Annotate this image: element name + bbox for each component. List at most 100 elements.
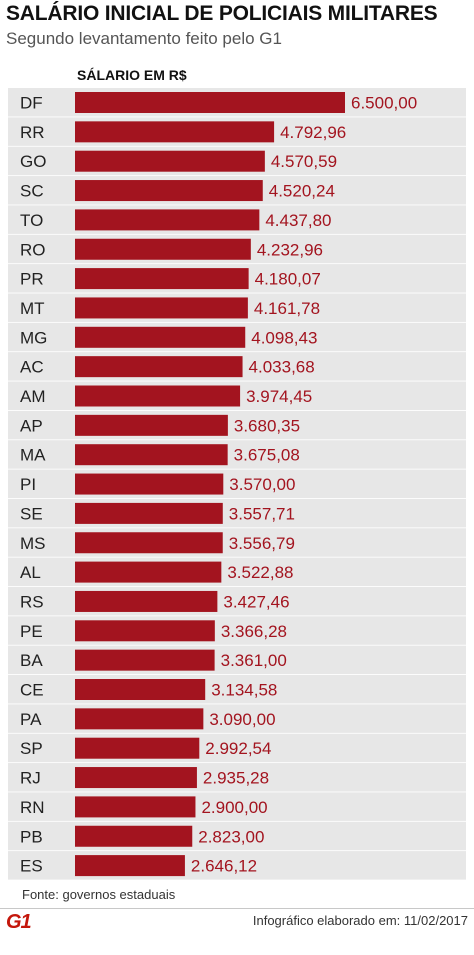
value-label: 4.098,43 [251, 328, 317, 347]
bar [75, 532, 223, 554]
category-label: PE [20, 622, 43, 641]
bar [75, 796, 196, 818]
category-label: TO [20, 211, 43, 230]
row-separator [8, 674, 466, 676]
row-separator [8, 380, 466, 382]
bar [75, 414, 228, 436]
row-separator [8, 175, 466, 177]
row-separator [8, 116, 466, 118]
category-label: MG [20, 328, 47, 347]
bar [75, 649, 215, 671]
bar [75, 502, 223, 524]
category-label: SP [20, 739, 43, 758]
value-label: 3.556,79 [229, 534, 295, 553]
value-label: 3.361,00 [221, 651, 287, 670]
value-label: 3.090,00 [209, 710, 275, 729]
source-note: Fonte: governos estaduais [22, 887, 176, 902]
chart-title: SALÁRIO INICIAL DE POLICIAIS MILITARES [6, 2, 438, 25]
bar [75, 737, 200, 759]
category-label: ES [20, 857, 43, 876]
value-label: 2.935,28 [203, 769, 269, 788]
value-label: 4.437,80 [265, 211, 331, 230]
bar [75, 297, 248, 319]
row-separator [8, 292, 466, 294]
row-separator [8, 615, 466, 617]
category-label: MT [20, 299, 45, 318]
bar [75, 679, 206, 700]
value-label: 4.161,78 [254, 299, 320, 318]
value-label: 3.557,71 [229, 504, 295, 523]
bar [75, 209, 260, 231]
value-label: 3.570,00 [229, 475, 295, 494]
category-label: AC [20, 358, 44, 377]
value-label: 4.232,96 [257, 240, 323, 259]
row-separator [8, 527, 466, 529]
category-label: AM [20, 387, 46, 406]
category-label: BA [20, 651, 43, 670]
row-separator [8, 145, 466, 147]
row-separator [8, 321, 466, 323]
row-separator [8, 586, 466, 588]
value-label: 2.823,00 [198, 827, 264, 846]
value-label: 4.792,96 [280, 123, 346, 142]
bar [75, 444, 228, 466]
row-separator [8, 762, 466, 764]
value-label: 6.500,00 [351, 94, 417, 113]
row-separator [8, 439, 466, 441]
bar [75, 708, 204, 730]
g1-logo: G1 [6, 911, 32, 933]
bar-chart: SÁLARIO EM R$ DF 6.500,00 RR 4.792,96 GO 4.570… [8, 67, 466, 880]
value-label: 3.366,28 [221, 622, 287, 641]
bar [75, 561, 222, 583]
row-separator [8, 233, 466, 235]
category-label: RJ [20, 769, 41, 788]
category-label: PA [20, 710, 42, 729]
value-label: 3.522,88 [227, 563, 293, 582]
value-label: 2.992,54 [205, 739, 271, 758]
row-separator [8, 556, 466, 558]
category-label: GO [20, 152, 46, 171]
value-label: 3.675,08 [234, 446, 300, 465]
value-label: 4.570,59 [271, 152, 337, 171]
bar [75, 590, 218, 612]
category-label: AP [20, 416, 43, 435]
value-label: 3.680,35 [234, 416, 300, 435]
value-label: 4.180,07 [255, 270, 321, 289]
bar [75, 356, 243, 378]
bar [75, 238, 251, 260]
bar [75, 180, 263, 202]
bar [75, 121, 275, 143]
bar [75, 150, 265, 172]
category-label: MA [20, 446, 46, 465]
row-separator [8, 204, 466, 206]
row-separator [8, 703, 466, 705]
row-separator [8, 351, 466, 353]
category-label: PR [20, 270, 44, 289]
value-label: 3.974,45 [246, 387, 312, 406]
bar [75, 326, 246, 348]
category-label: RS [20, 592, 44, 611]
category-label: SC [20, 182, 44, 201]
bar [75, 268, 249, 290]
bar [75, 855, 185, 877]
category-label: RN [20, 798, 45, 817]
bar [75, 620, 215, 642]
row-separator [8, 791, 466, 793]
category-label: DF [20, 94, 43, 113]
row-separator [8, 644, 466, 646]
row-separator [8, 732, 466, 734]
bar [75, 767, 197, 789]
category-label: AL [20, 563, 41, 582]
value-label: 4.520,24 [269, 182, 335, 201]
value-label: 3.427,46 [223, 592, 289, 611]
row-separator [8, 468, 466, 470]
row-separator [8, 410, 466, 411]
row-separator [8, 820, 466, 822]
row-separator [8, 263, 466, 265]
value-label: 2.646,12 [191, 857, 257, 876]
category-label: MS [20, 534, 46, 553]
category-label: SE [20, 504, 43, 523]
category-label: PB [20, 827, 43, 846]
bar [75, 385, 241, 407]
category-label: PI [20, 475, 36, 494]
